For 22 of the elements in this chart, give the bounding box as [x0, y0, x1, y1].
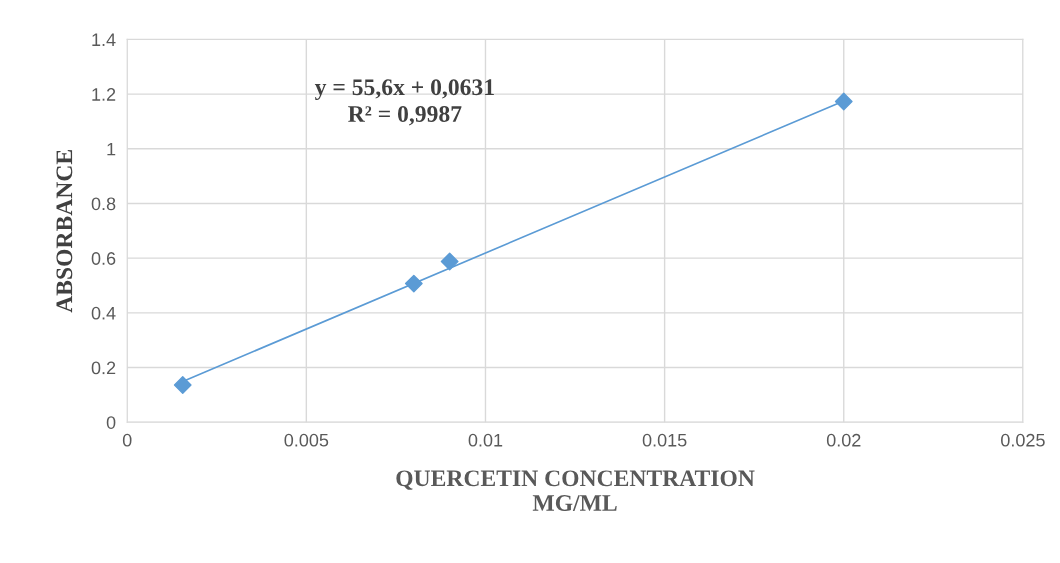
x-tick-label: 0.025: [1001, 433, 1045, 447]
y-tick-label: 1.4: [92, 33, 116, 46]
y-tick-label: 0: [106, 416, 116, 429]
x-tick-label: 0: [122, 433, 132, 447]
y-axis-title: ABSORBANCE: [56, 150, 73, 313]
y-tick-label: 0.8: [91, 197, 116, 211]
point: [440, 252, 459, 271]
x-tick-label: 0.005: [284, 433, 329, 447]
annotation: y = 55,6x + 0,0631: [314, 79, 494, 101]
point: [404, 274, 423, 293]
x-tick-label: 0.01: [468, 433, 503, 447]
y-tick-label: 1.2: [92, 88, 116, 101]
point: [173, 376, 192, 394]
y-tick-label: 0.4: [91, 306, 116, 320]
annotation: R² = 0,9987: [348, 106, 462, 126]
x-tick-label: 0.02: [826, 433, 861, 447]
y-tick-label: 0.2: [91, 361, 116, 375]
x-tick-label: 0.015: [642, 433, 687, 447]
y-tick-label: 0.6: [91, 252, 116, 265]
x-axis-title: QUERCETIN CONCENTRATION MG/ML: [396, 470, 755, 511]
point: [834, 92, 853, 111]
y-tick-label: 1: [107, 142, 116, 156]
